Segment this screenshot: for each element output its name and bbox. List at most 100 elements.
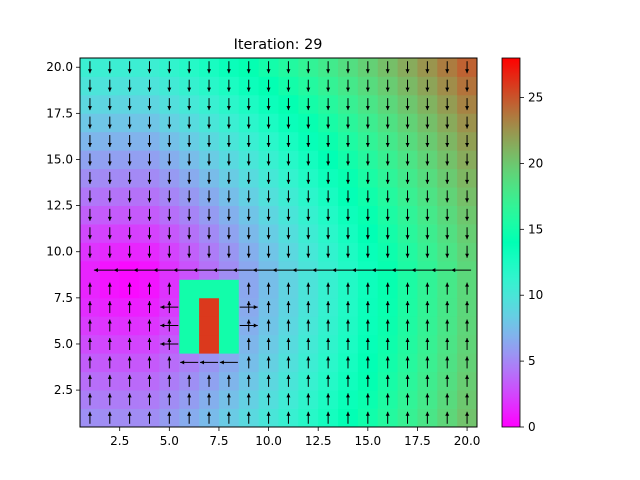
vector-arrow	[465, 153, 470, 166]
vector-arrow	[187, 79, 192, 92]
vector-arrow	[385, 227, 390, 240]
vector-arrow	[385, 393, 390, 406]
vector-arrow	[266, 282, 271, 295]
vector-arrow	[365, 337, 370, 350]
vector-arrow	[425, 98, 430, 111]
vector-arrow	[207, 227, 212, 240]
vector-arrow	[345, 79, 350, 92]
vector-arrow	[405, 79, 410, 92]
vector-arrow	[87, 79, 92, 92]
vector-arrow	[425, 337, 430, 350]
axes-frame	[79, 57, 478, 428]
vector-arrow	[246, 374, 251, 387]
vector-arrow	[286, 227, 291, 240]
vector-arrow	[306, 171, 311, 184]
vector-arrow	[226, 190, 231, 203]
vector-arrow	[207, 135, 212, 148]
vector-arrow	[266, 227, 271, 240]
vector-arrow	[425, 227, 430, 240]
heatmap-cell	[218, 297, 240, 317]
vector-arrow	[246, 135, 251, 148]
vector-arrow	[147, 411, 152, 424]
colorbar-tick-label: 20	[528, 156, 543, 170]
vector-arrow	[465, 374, 470, 387]
vector-arrow	[292, 268, 313, 273]
vector-arrow	[187, 98, 192, 111]
vector-arrow	[246, 98, 251, 111]
vector-arrow	[465, 301, 470, 314]
heatmap-cell	[218, 279, 240, 299]
vector-arrow	[187, 153, 192, 166]
vector-arrow	[266, 393, 271, 406]
vector-arrow	[306, 245, 311, 258]
y-tick-label: 2.5	[54, 383, 73, 397]
vector-arrow	[345, 98, 350, 111]
vector-arrow	[286, 135, 291, 148]
vector-arrow	[465, 79, 470, 92]
vector-arrow	[425, 79, 430, 92]
vector-arrow	[345, 227, 350, 240]
vector-arrow	[385, 61, 390, 74]
vector-arrow	[266, 411, 271, 424]
vector-arrow	[187, 227, 192, 240]
vector-arrow	[246, 190, 251, 203]
vector-arrow	[207, 116, 212, 129]
colorbar: 0 5 10 15 20 25	[501, 57, 543, 434]
vector-arrow	[385, 282, 390, 295]
vector-arrow	[405, 411, 410, 424]
vector-arrow	[465, 245, 470, 258]
vector-arrow	[286, 374, 291, 387]
vector-arrow	[107, 98, 112, 111]
vector-arrow	[345, 411, 350, 424]
vector-arrow	[147, 116, 152, 129]
vector-arrow	[405, 135, 410, 148]
vector-arrow	[425, 245, 430, 258]
vector-arrow	[465, 98, 470, 111]
vector-arrow	[266, 337, 271, 350]
vector-arrow	[405, 337, 410, 350]
vector-arrow	[87, 356, 92, 369]
vector-arrow	[425, 319, 430, 332]
heatmap-cell	[179, 334, 200, 354]
vector-arrow	[345, 301, 350, 314]
vector-arrow	[207, 411, 212, 424]
vector-arrow	[465, 61, 470, 74]
vector-arrow	[351, 268, 372, 273]
y-tick-label: 15.0	[46, 152, 73, 166]
vector-arrow	[405, 116, 410, 129]
vector-arrow	[127, 356, 132, 369]
vector-arrow	[306, 116, 311, 129]
vector-arrow	[246, 79, 251, 92]
vector-arrow	[312, 268, 333, 273]
vector-arrow	[246, 282, 251, 295]
vector-arrow	[306, 227, 311, 240]
vector-arrow	[365, 374, 370, 387]
vector-arrow	[107, 282, 112, 295]
vector-arrow	[385, 171, 390, 184]
vector-arrow	[246, 411, 251, 424]
vector-arrow	[306, 301, 311, 314]
vector-arrow	[93, 268, 114, 273]
vector-arrow	[266, 135, 271, 148]
vector-arrow	[87, 282, 92, 295]
vector-arrow	[246, 337, 251, 350]
vector-arrow	[465, 171, 470, 184]
vector-arrow	[127, 135, 132, 148]
vector-arrow	[272, 268, 293, 273]
vector-arrow	[365, 208, 370, 221]
vector-arrow	[226, 374, 231, 387]
vector-arrow	[326, 190, 331, 203]
vector-arrow	[326, 116, 331, 129]
vector-arrow	[306, 319, 311, 332]
vector-arrow	[385, 411, 390, 424]
vector-arrow	[286, 153, 291, 166]
vector-arrow	[405, 245, 410, 258]
vector-arrow	[127, 411, 132, 424]
vector-arrow	[326, 227, 331, 240]
vector-arrow	[187, 171, 192, 184]
y-tick-label: 5.0	[54, 337, 73, 351]
vector-arrow	[326, 411, 331, 424]
vector-arrow	[266, 374, 271, 387]
vector-arrow	[107, 190, 112, 203]
vector-arrow	[147, 356, 152, 369]
